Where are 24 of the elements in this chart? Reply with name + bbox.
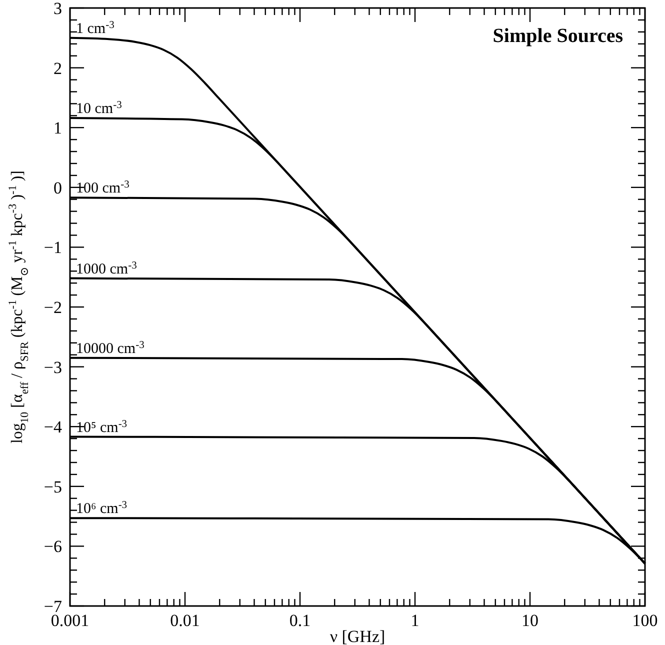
series-label: 10 cm$^{-3}$ — [76, 100, 122, 118]
y-tick-label: −4 — [44, 418, 62, 437]
y-tick-label: −5 — [44, 477, 62, 496]
series-label: 10000 cm$^{-3}$ — [76, 339, 144, 357]
series-label: 10⁶ cm$^{-3}$ — [76, 500, 128, 518]
y-tick-label: 2 — [54, 58, 62, 78]
y-tick-label: 0 — [54, 178, 62, 198]
y-tick-label: −1 — [44, 238, 62, 258]
x-tick-label: 0.01 — [170, 611, 200, 630]
x-tick-label: 0.1 — [289, 611, 311, 630]
series-label: 100 cm$^{-3}$ — [76, 179, 130, 197]
y-tick-label: −3 — [44, 358, 62, 377]
series-label: 10⁵ cm$^{-3}$ — [76, 418, 128, 436]
y-tick-label: −6 — [44, 537, 62, 556]
y-tick-label: −2 — [44, 298, 62, 317]
x-axis-title: ν [GHz] — [330, 627, 386, 645]
series-label: 1000 cm$^{-3}$ — [76, 260, 137, 278]
legend-label: 1 cm$^{-3}$ — [76, 19, 114, 37]
x-tick-label: 1 — [410, 611, 420, 630]
x-tick-label: 100 — [632, 611, 658, 630]
text: Simple Sources — [492, 25, 624, 47]
x-tick-label: 10 — [522, 611, 538, 630]
y-tick-label: 1 — [54, 118, 62, 138]
y-tick-label: 3 — [54, 0, 62, 18]
